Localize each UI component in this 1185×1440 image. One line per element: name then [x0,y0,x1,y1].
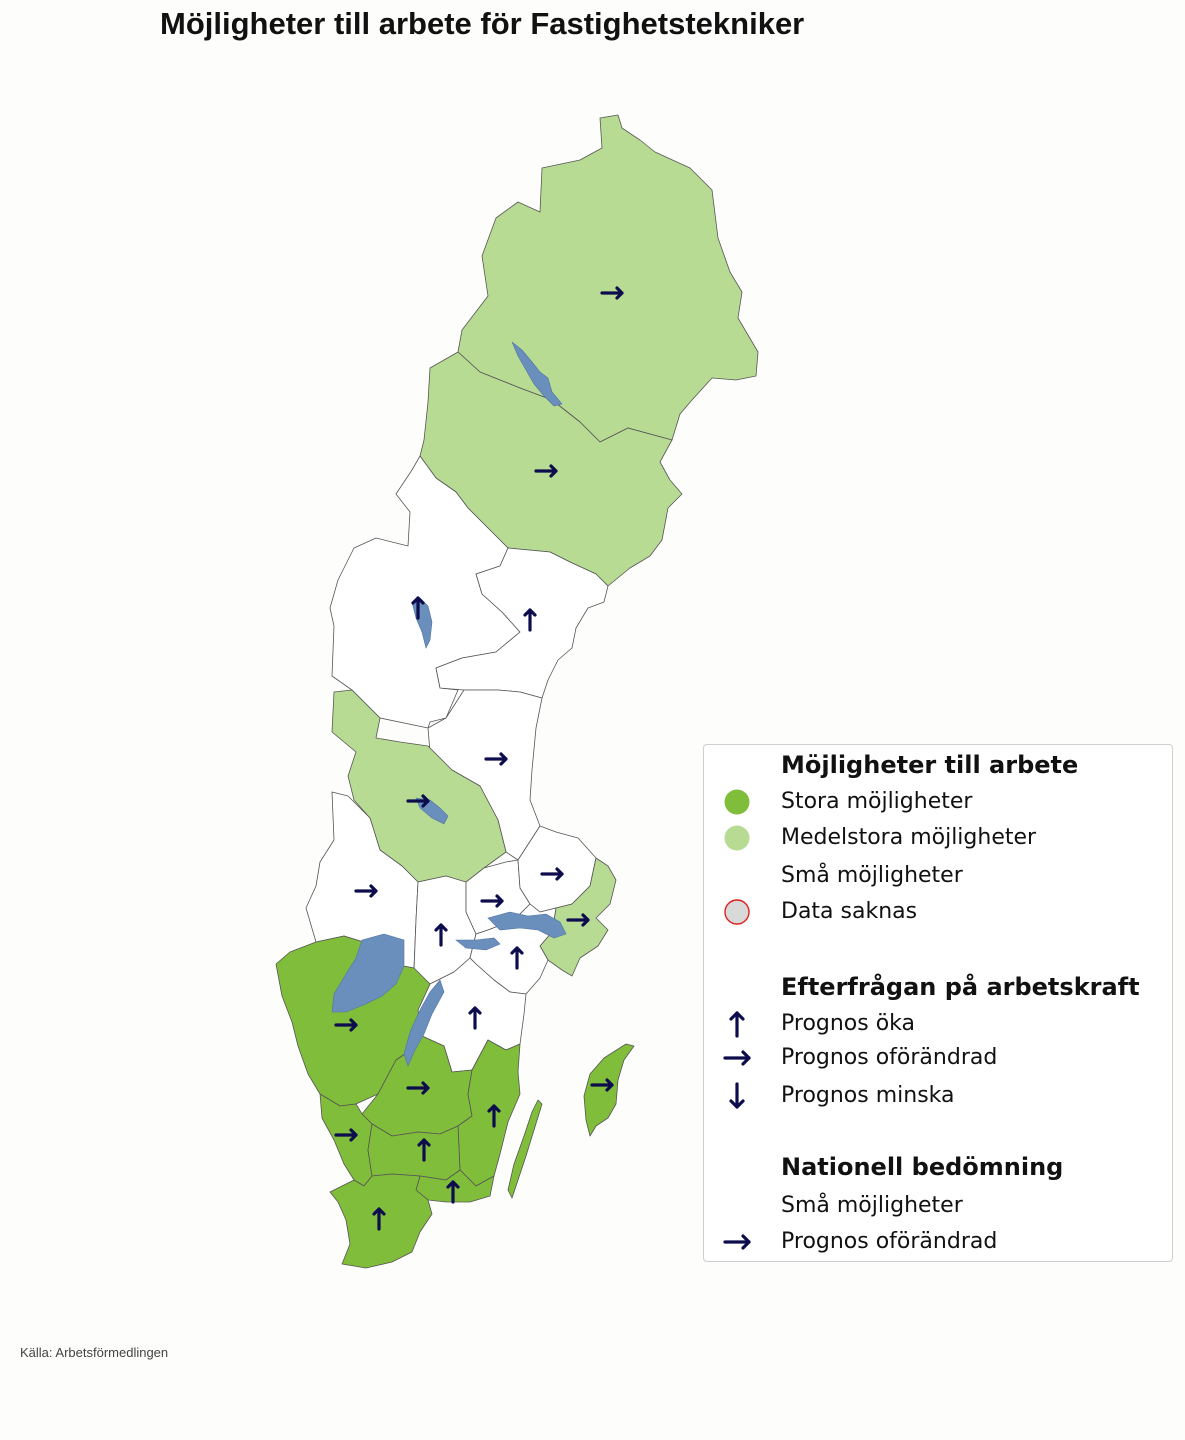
legend: Möjligheter till arbete Stora möjlighete… [703,744,1173,1262]
legend-label-stora: Stora möjligheter [781,789,973,814]
legend-title-national: Nationell bedömning [781,1153,1064,1181]
source-note: Källa: Arbetsförmedlingen [20,1345,169,1360]
legend-label-oka: Prognos öka [781,1011,916,1036]
arrow-up-icon [417,1138,431,1162]
arrow-right-icon [534,464,558,478]
arrow-right-icon [480,894,504,908]
arrow-up-icon [468,1006,482,1030]
map-title: Möjligheter till arbete för Fastighetste… [160,6,805,41]
legend-swatch-saknas [724,899,750,925]
lake-malaren [487,911,567,939]
region-skane[interactable] [329,1173,433,1269]
legend-swatch-medelstora [724,825,750,851]
region-kronoberg[interactable] [367,1123,461,1181]
legend-label-sma: Små möjligheter [781,863,963,888]
legend-title-demand: Efterfrågan på arbetskraft [781,973,1140,1001]
arrow-right-icon [334,1128,358,1142]
arrow-up-icon [523,608,537,632]
legend-national-opportunity: Små möjligheter [781,1193,963,1218]
arrow-right-icon [406,794,430,808]
arrow-right-icon [600,286,624,300]
arrow-right-icon [723,1234,751,1250]
legend-title-opportunities: Möjligheter till arbete [781,751,1079,779]
legend-label-oforandrad: Prognos oförändrad [781,1045,998,1070]
arrow-right-icon [484,752,508,766]
arrow-right-icon [590,1078,614,1092]
region-halland[interactable] [319,1093,373,1187]
lake-hjalmaren [455,937,501,951]
arrow-up-icon [446,1180,460,1204]
arrow-right-icon [540,867,564,881]
arrow-right-icon [723,1050,751,1066]
arrow-up-icon [372,1207,386,1231]
trend-arrows [334,286,624,1231]
arrow-down-icon [729,1082,745,1109]
region-stockholm[interactable] [539,857,617,977]
arrow-up-icon [411,596,425,620]
legend-swatch-stora [724,789,750,815]
legend-label-saknas: Data saknas [781,899,918,924]
lake-vattern [403,979,445,1067]
lake-norrbotten [511,341,563,407]
legend-national-trend: Prognos oförändrad [781,1229,998,1254]
arrow-right-icon [406,1081,430,1095]
legend-label-medelstora: Medelstora möjligheter [781,825,1037,850]
arrow-right-icon [566,913,590,927]
arrow-up-icon [510,946,524,970]
arrow-up-icon [729,1011,745,1038]
lake-vanern [331,933,405,1013]
arrow-up-icon [434,923,448,947]
arrow-right-icon [354,884,378,898]
arrow-up-icon [487,1104,501,1128]
island-oland [507,1099,543,1199]
water-bodies [331,341,567,1067]
region-kalmar[interactable] [457,1039,521,1187]
arrow-right-icon [334,1018,358,1032]
legend-label-minska: Prognos minska [781,1083,955,1108]
